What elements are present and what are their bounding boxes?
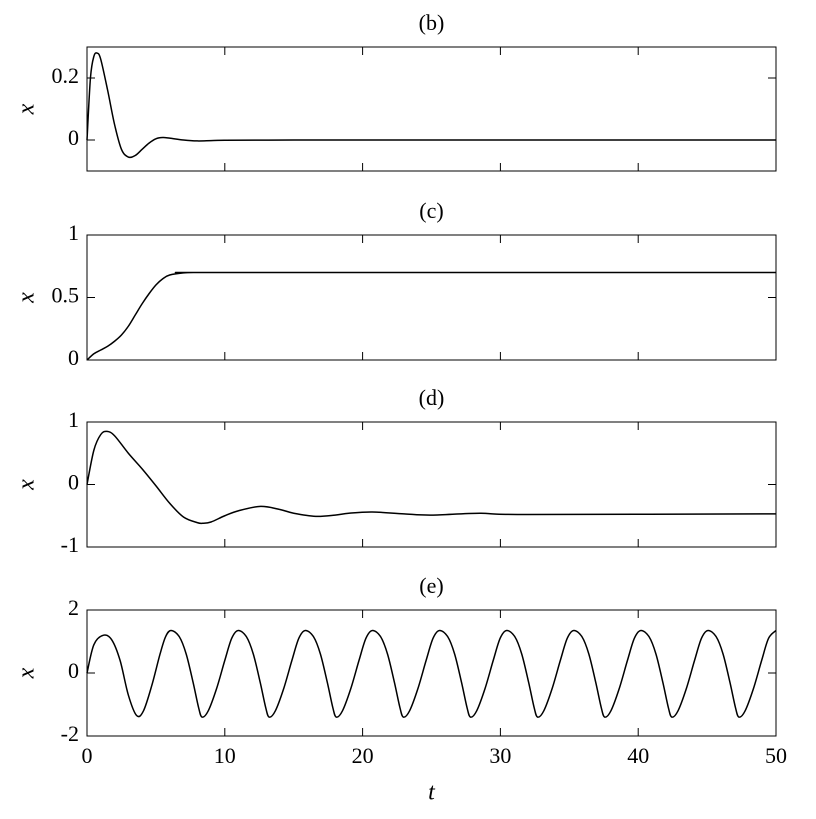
data-line — [86, 430, 777, 525]
plot-frame — [86, 46, 777, 172]
data-line — [86, 629, 777, 718]
y-tick-label: 1 — [68, 407, 79, 432]
x-tick-label: 20 — [352, 743, 374, 768]
x-tick-label: 0 — [82, 743, 93, 768]
y-axis-label: x — [14, 103, 40, 115]
panel-title: (e) — [419, 573, 443, 598]
y-tick-label: 0.5 — [52, 283, 80, 308]
x-axis-label: t — [428, 780, 436, 806]
plot-frame — [86, 421, 777, 548]
panel-title: (c) — [419, 198, 443, 223]
x-tick-label: 10 — [214, 743, 236, 768]
y-axis-label: x — [14, 479, 40, 491]
y-axis-label: x — [14, 292, 40, 304]
panel-title: (d) — [419, 385, 445, 410]
y-tick-label: 0 — [68, 345, 79, 370]
y-tick-label: 0 — [68, 470, 79, 495]
y-tick-label: 1 — [68, 220, 79, 245]
plot-frame — [86, 234, 777, 361]
y-tick-label: 0 — [68, 658, 79, 683]
data-line — [86, 271, 776, 361]
x-tick-label: 30 — [489, 743, 511, 768]
x-tick-label: 50 — [765, 743, 787, 768]
y-tick-label: -2 — [61, 721, 79, 746]
panel-title: (b) — [419, 10, 445, 35]
plot-frame — [86, 609, 777, 737]
y-axis-label: x — [14, 667, 40, 679]
y-tick-label: 2 — [68, 595, 79, 620]
y-tick-label: -1 — [61, 532, 79, 557]
y-tick-label: 0 — [68, 125, 79, 150]
x-tick-label: 40 — [627, 743, 649, 768]
y-tick-label: 0.2 — [52, 63, 80, 88]
data-line — [86, 52, 776, 159]
